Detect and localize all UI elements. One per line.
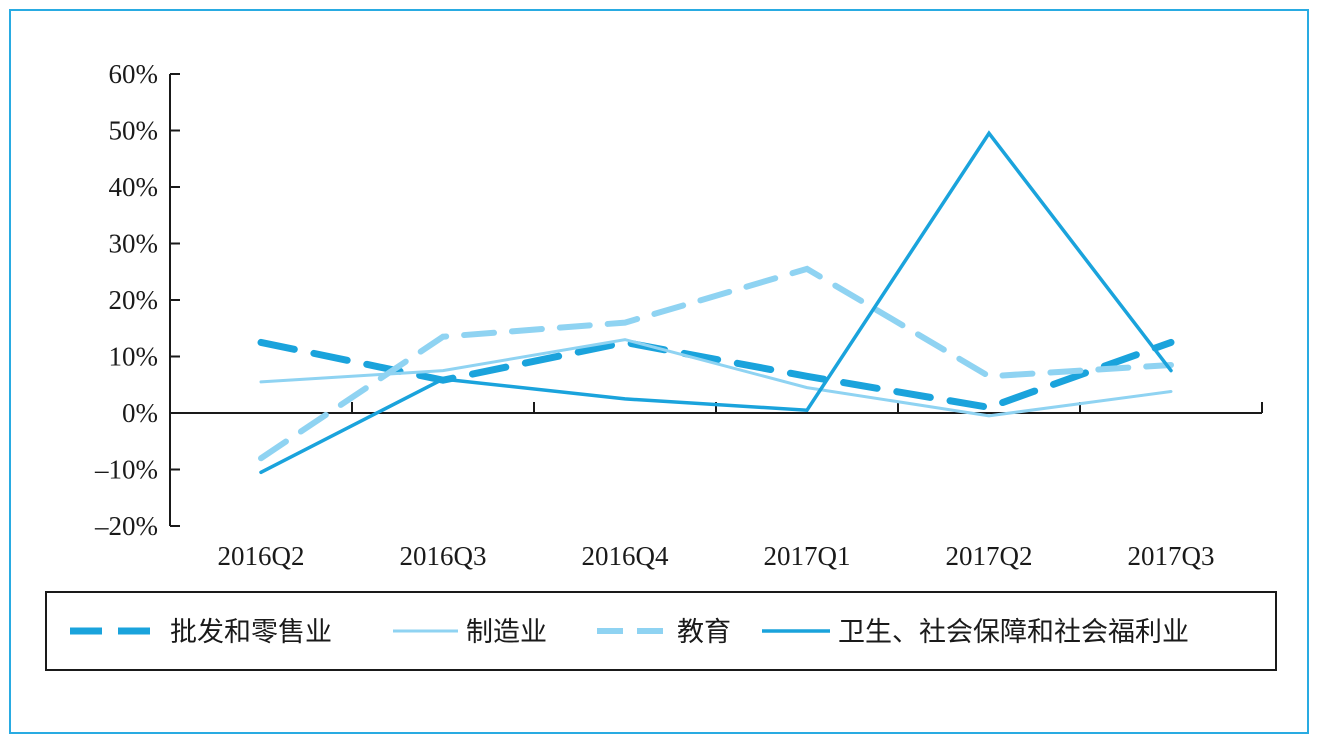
- series-line-1: [257, 338, 1175, 412]
- series-lines: [257, 130, 1175, 475]
- x-tick-labels: 2016Q2 2016Q3 2016Q4 2017Q1 2017Q2 2017Q3: [218, 541, 1215, 571]
- y-tick-label: 20%: [109, 285, 159, 315]
- y-tick-label: 40%: [109, 172, 159, 202]
- x-tick-label: 2017Q2: [946, 541, 1033, 571]
- y-tick-labels: 60% 50% 40% 30% 20% 10% 0% –10% –20%: [94, 59, 158, 541]
- y-tick-label: 30%: [109, 229, 159, 259]
- legend-label: 批发和零售业: [170, 617, 332, 648]
- series-line-3: [258, 265, 1174, 462]
- y-tick-label: 50%: [109, 116, 159, 146]
- y-tick-label: 0%: [122, 398, 158, 428]
- x-tick-label: 2016Q3: [400, 541, 487, 571]
- series-line-2: [259, 338, 1173, 418]
- y-tick-label: –20%: [94, 511, 158, 541]
- x-tick-label: 2016Q4: [582, 541, 669, 571]
- series-line-4: [259, 130, 1173, 475]
- y-tick-label: –10%: [94, 455, 158, 485]
- x-tick-label: 2017Q1: [764, 541, 851, 571]
- legend-label: 教育: [677, 617, 731, 648]
- legend-label: 卫生、社会保障和社会福利业: [838, 617, 1189, 648]
- legend-label: 制造业: [466, 617, 547, 648]
- x-tick-label: 2017Q3: [1128, 541, 1215, 571]
- axes: [169, 73, 1263, 527]
- legend: 批发和零售业 制造业 教育 卫生、社会保障和社会福利业: [45, 591, 1277, 671]
- y-tick-label: 60%: [109, 59, 159, 89]
- x-tick-label: 2016Q2: [218, 541, 305, 571]
- y-tick-label: 10%: [109, 342, 159, 372]
